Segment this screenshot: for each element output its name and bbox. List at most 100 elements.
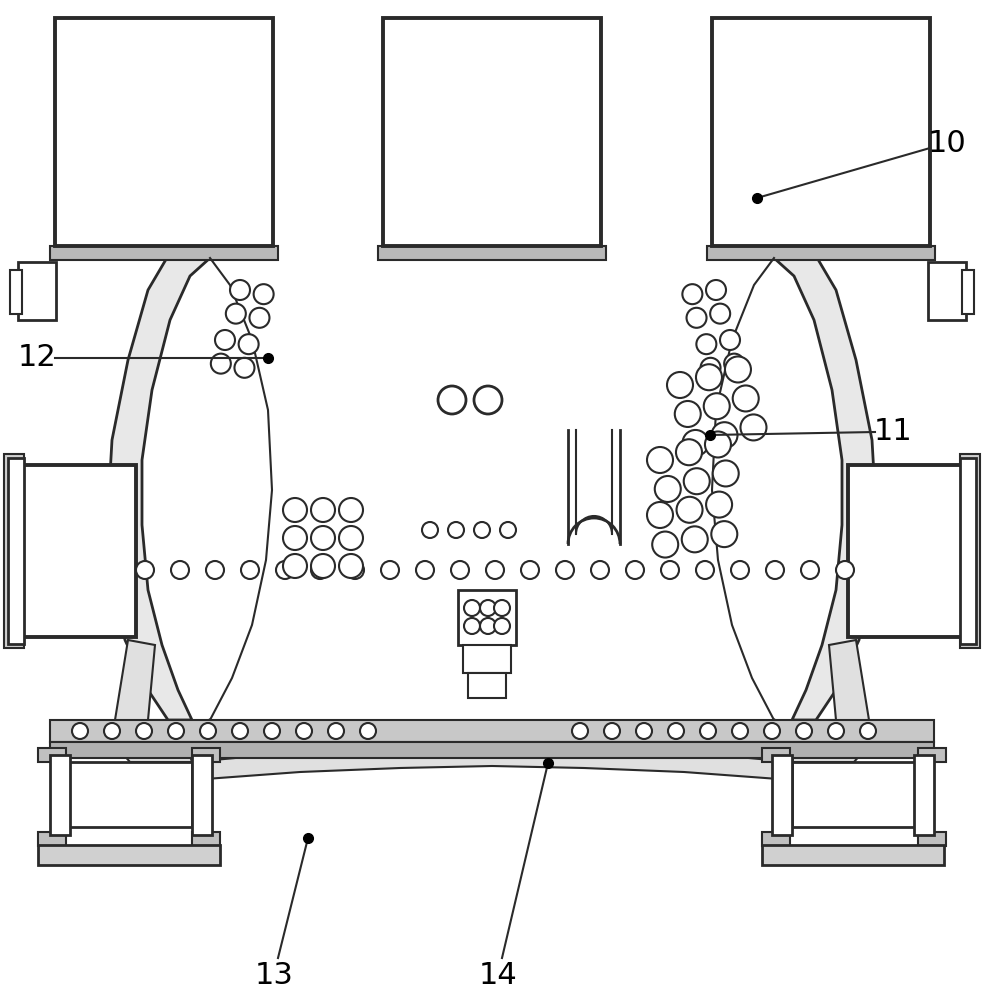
Circle shape <box>311 498 335 522</box>
Circle shape <box>652 532 678 558</box>
Bar <box>192 832 220 846</box>
Bar <box>62 762 192 827</box>
Circle shape <box>215 330 235 350</box>
Circle shape <box>360 723 376 739</box>
Circle shape <box>711 521 737 547</box>
Circle shape <box>732 723 748 739</box>
Polygon shape <box>192 746 792 780</box>
Circle shape <box>682 526 707 552</box>
Circle shape <box>206 561 224 579</box>
Circle shape <box>171 561 189 579</box>
Bar <box>962 270 974 314</box>
Circle shape <box>464 600 480 616</box>
Polygon shape <box>108 256 210 720</box>
Circle shape <box>464 618 480 634</box>
Circle shape <box>451 561 469 579</box>
Bar <box>50 246 278 260</box>
Bar <box>928 262 966 320</box>
Text: 12: 12 <box>18 344 56 372</box>
Bar <box>8 458 24 644</box>
Circle shape <box>647 502 673 528</box>
Circle shape <box>276 561 294 579</box>
Bar <box>378 246 606 260</box>
Circle shape <box>683 430 708 456</box>
Polygon shape <box>115 640 192 762</box>
Bar <box>38 748 66 762</box>
Bar <box>762 748 790 762</box>
Circle shape <box>211 354 231 374</box>
Circle shape <box>448 522 464 538</box>
Circle shape <box>311 554 335 578</box>
Circle shape <box>697 334 716 354</box>
Circle shape <box>241 561 259 579</box>
Bar <box>712 18 930 246</box>
Bar <box>50 755 70 835</box>
Circle shape <box>667 372 693 398</box>
Circle shape <box>104 723 120 739</box>
Circle shape <box>836 561 854 579</box>
Circle shape <box>636 723 652 739</box>
Circle shape <box>705 431 731 457</box>
Bar <box>792 762 922 827</box>
Circle shape <box>733 385 759 411</box>
Bar <box>960 454 980 648</box>
Circle shape <box>480 618 496 634</box>
Polygon shape <box>792 640 869 762</box>
Circle shape <box>572 723 588 739</box>
Bar <box>192 748 220 762</box>
Circle shape <box>474 522 490 538</box>
Circle shape <box>296 723 312 739</box>
Circle shape <box>422 522 438 538</box>
Bar <box>918 832 946 846</box>
Circle shape <box>796 723 812 739</box>
Bar <box>914 755 934 835</box>
Circle shape <box>764 723 780 739</box>
Circle shape <box>239 334 259 354</box>
Circle shape <box>311 526 335 550</box>
Circle shape <box>711 422 737 448</box>
Bar <box>10 270 22 314</box>
Circle shape <box>654 476 681 502</box>
Bar <box>55 18 273 246</box>
Circle shape <box>677 497 703 523</box>
Polygon shape <box>142 720 192 762</box>
Bar <box>18 465 136 637</box>
Circle shape <box>828 723 844 739</box>
Circle shape <box>230 280 250 300</box>
Bar <box>762 832 790 846</box>
Circle shape <box>486 561 504 579</box>
Bar <box>772 755 792 835</box>
Circle shape <box>766 561 784 579</box>
Circle shape <box>168 723 184 739</box>
Circle shape <box>647 447 673 473</box>
Bar <box>463 645 511 673</box>
Circle shape <box>283 554 307 578</box>
Bar <box>848 465 966 637</box>
Bar <box>50 720 934 742</box>
Bar <box>38 832 66 846</box>
Bar <box>50 742 934 758</box>
Circle shape <box>696 364 722 390</box>
Circle shape <box>701 358 720 378</box>
Circle shape <box>707 492 732 518</box>
Circle shape <box>250 308 270 328</box>
Circle shape <box>712 460 739 486</box>
Circle shape <box>700 723 716 739</box>
Bar <box>707 246 935 260</box>
Text: 14: 14 <box>478 961 518 990</box>
Text: 13: 13 <box>254 961 293 990</box>
Circle shape <box>339 498 363 522</box>
Circle shape <box>725 356 751 382</box>
Circle shape <box>346 561 364 579</box>
Circle shape <box>626 561 644 579</box>
Circle shape <box>254 284 274 304</box>
Polygon shape <box>792 720 842 762</box>
Bar <box>383 18 601 246</box>
Circle shape <box>741 414 767 440</box>
Bar <box>458 590 516 645</box>
Bar <box>960 458 976 644</box>
Bar <box>468 673 506 698</box>
Circle shape <box>661 561 679 579</box>
Circle shape <box>474 386 502 414</box>
Circle shape <box>234 358 255 378</box>
